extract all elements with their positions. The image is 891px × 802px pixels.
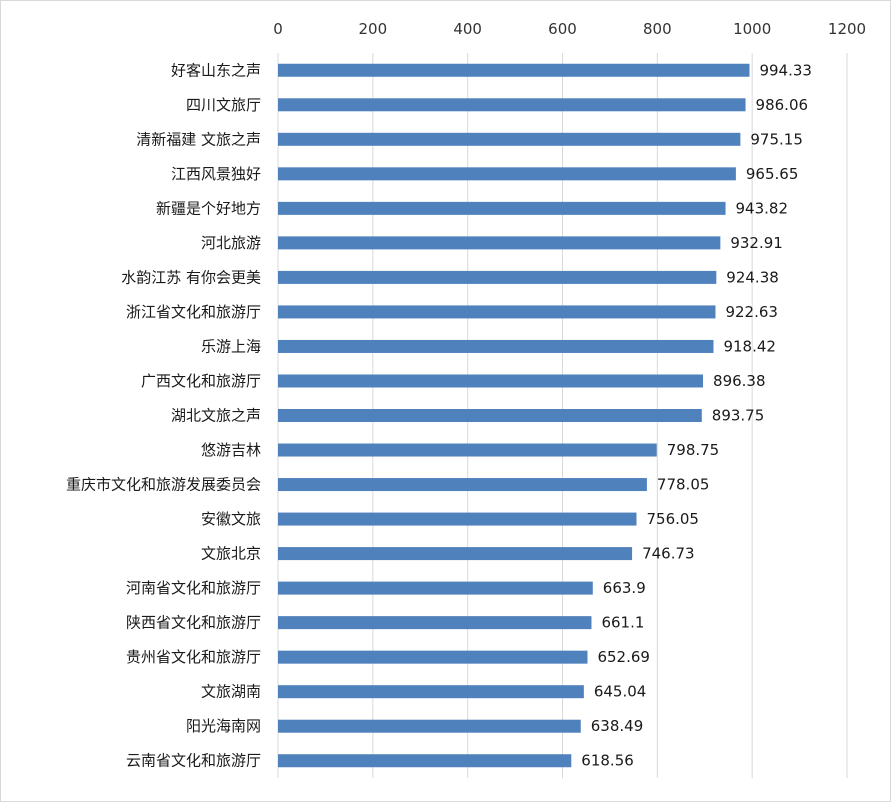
bar xyxy=(278,754,572,768)
data-label: 994.33 xyxy=(759,61,812,79)
data-label: 661.1 xyxy=(601,614,644,632)
category-label: 陕西省文化和旅游厅 xyxy=(126,614,261,632)
category-label: 浙江省文化和旅游厅 xyxy=(126,303,261,321)
x-tick-label: 1200 xyxy=(828,20,866,38)
bar xyxy=(278,547,633,561)
bar xyxy=(278,409,702,422)
bar xyxy=(278,581,593,595)
data-label: 896.38 xyxy=(713,372,766,390)
data-label: 922.63 xyxy=(725,303,778,321)
category-label: 水韵江苏 有你会更美 xyxy=(121,268,261,286)
data-label: 638.49 xyxy=(591,717,644,735)
data-label: 663.9 xyxy=(603,579,646,597)
category-label: 新疆是个好地方 xyxy=(156,199,261,217)
bar xyxy=(278,201,726,215)
data-label: 975.15 xyxy=(750,130,803,148)
data-label: 746.73 xyxy=(642,545,695,563)
category-label: 好客山东之声 xyxy=(171,61,261,79)
bar xyxy=(278,63,750,77)
bar xyxy=(278,512,637,526)
bar xyxy=(278,339,714,353)
category-label: 云南省文化和旅游厅 xyxy=(126,752,261,770)
category-label: 河北旅游 xyxy=(201,234,261,252)
category-label: 湖北文旅之声 xyxy=(171,407,261,425)
bar xyxy=(278,616,592,630)
bar xyxy=(278,236,721,250)
x-tick-label: 1000 xyxy=(733,20,771,38)
x-tick-label: 400 xyxy=(453,20,482,38)
bars xyxy=(278,63,750,768)
category-label: 四川文旅厅 xyxy=(186,96,261,114)
category-label: 河南省文化和旅游厅 xyxy=(126,579,261,597)
bar xyxy=(278,478,647,492)
data-label: 778.05 xyxy=(657,476,710,494)
category-label: 乐游上海 xyxy=(201,337,261,355)
data-label: 924.38 xyxy=(726,268,779,286)
category-label: 贵州省文化和旅游厅 xyxy=(126,648,261,666)
bar xyxy=(278,98,746,112)
bar xyxy=(278,685,584,699)
data-label: 943.82 xyxy=(736,199,789,217)
data-label: 645.04 xyxy=(594,683,647,701)
bar xyxy=(278,443,657,457)
bar xyxy=(278,374,704,388)
x-axis-ticks: 0 200 400 600 800 1000 1200 xyxy=(273,20,866,38)
category-label: 重庆市文化和旅游发展委员会 xyxy=(66,476,261,494)
data-label: 918.42 xyxy=(723,337,776,355)
data-label: 893.75 xyxy=(712,407,765,425)
category-label: 阳光海南网 xyxy=(186,717,261,735)
bar xyxy=(278,167,736,181)
category-label: 江西风景独好 xyxy=(171,165,261,183)
x-tick-label: 800 xyxy=(643,20,672,38)
data-label: 798.75 xyxy=(667,441,720,459)
category-label: 清新福建 文旅之声 xyxy=(136,130,261,148)
x-tick-label: 600 xyxy=(548,20,577,38)
data-label: 932.91 xyxy=(730,234,783,252)
data-label: 618.56 xyxy=(581,752,634,770)
x-tick-label: 200 xyxy=(359,20,388,38)
data-labels: 994.33 986.06 975.15 965.65 943.82 932.91 924.… xyxy=(581,61,812,769)
category-label: 广西文化和旅游厅 xyxy=(141,372,261,390)
data-label: 756.05 xyxy=(646,510,699,528)
bar xyxy=(278,650,588,664)
x-tick-label: 0 xyxy=(273,20,283,38)
category-label: 文旅湖南 xyxy=(201,683,261,701)
bar xyxy=(278,305,716,319)
bar xyxy=(278,132,741,146)
bar xyxy=(278,270,717,284)
category-label: 悠游吉林 xyxy=(201,441,261,459)
bar xyxy=(278,719,581,733)
data-label: 965.65 xyxy=(746,165,799,183)
data-label: 986.06 xyxy=(756,96,809,114)
category-label: 文旅北京 xyxy=(201,545,261,563)
category-label: 安徽文旅 xyxy=(201,510,261,528)
data-label: 652.69 xyxy=(597,648,650,666)
